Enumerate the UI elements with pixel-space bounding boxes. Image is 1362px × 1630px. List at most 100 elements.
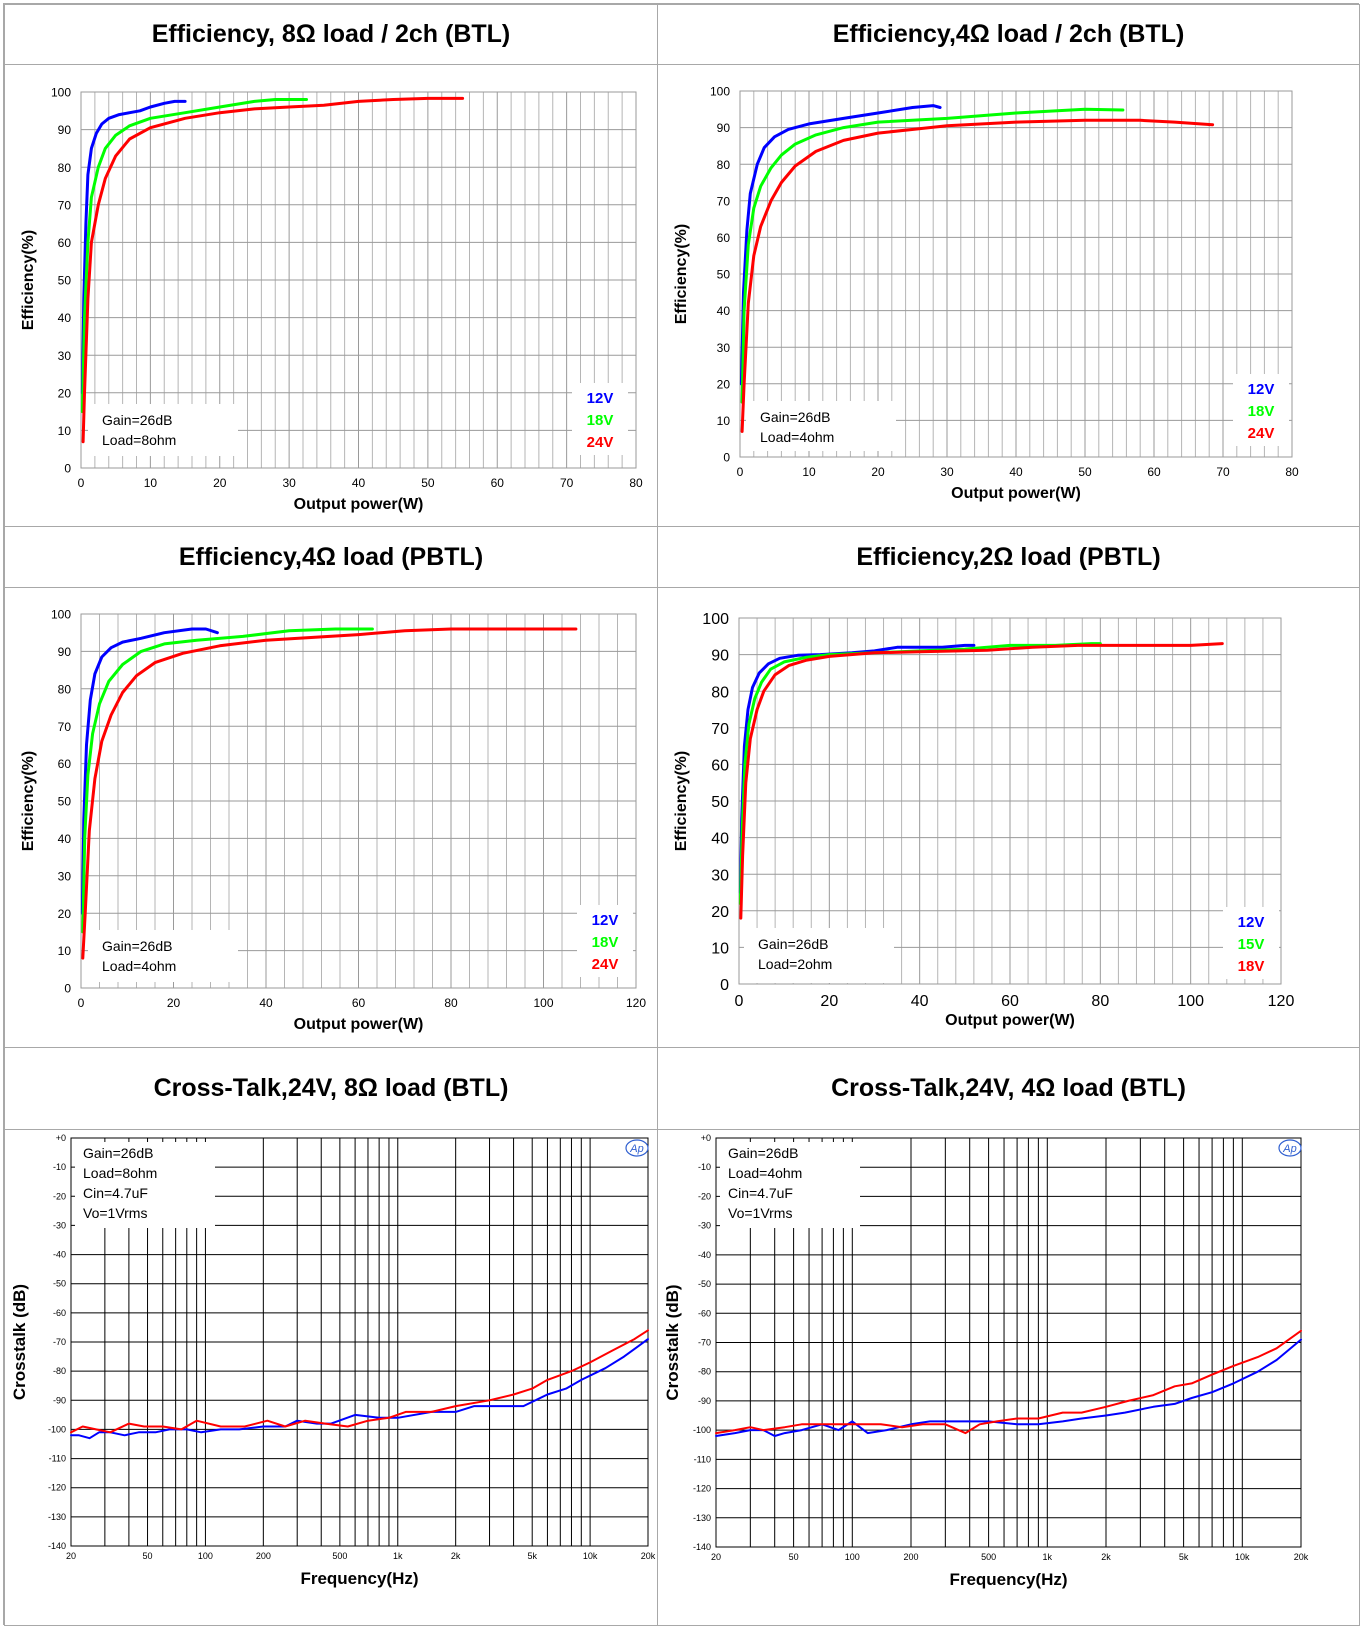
y-tick-label: -100 bbox=[48, 1424, 66, 1434]
y-tick-label: 40 bbox=[717, 304, 731, 318]
x-tick-label: 80 bbox=[444, 996, 458, 1010]
y-tick-label: 50 bbox=[717, 268, 731, 282]
x-tick-label: 200 bbox=[256, 1551, 271, 1561]
legend-box bbox=[572, 383, 628, 455]
y-tick-label: 40 bbox=[711, 831, 729, 848]
legend-item: 18V bbox=[592, 934, 619, 951]
x-tick-label: 0 bbox=[78, 996, 85, 1010]
x-tick-label: 50 bbox=[421, 476, 435, 490]
series-line bbox=[715, 1329, 1302, 1435]
y-tick-label: -110 bbox=[694, 1454, 711, 1464]
x-tick-label: 120 bbox=[1268, 993, 1295, 1010]
y-tick-label: 30 bbox=[711, 867, 729, 884]
x-tick-label: 100 bbox=[198, 1551, 213, 1561]
legend-item: 12V bbox=[1238, 914, 1265, 931]
y-tick-label: -130 bbox=[48, 1512, 66, 1522]
ap-logo-text: Ap bbox=[1282, 1143, 1296, 1155]
annotation-text: Load=8ohm bbox=[83, 1165, 157, 1181]
y-tick-label: 20 bbox=[717, 377, 731, 391]
legend-box bbox=[1223, 907, 1279, 979]
legend-item: 24V bbox=[1248, 425, 1275, 442]
panel-title: Efficiency,4Ω load / 2ch (BTL) bbox=[657, 4, 1360, 65]
series-line bbox=[70, 1338, 649, 1440]
y-tick-label: 100 bbox=[51, 86, 71, 100]
x-tick-label: 10k bbox=[1235, 1552, 1250, 1562]
series-line-24V bbox=[81, 96, 465, 444]
y-tick-label: -10 bbox=[698, 1162, 711, 1172]
series-line-12V bbox=[80, 627, 219, 915]
panel-title: Cross-Talk,24V, 8Ω load (BTL) bbox=[4, 1047, 658, 1130]
y-tick-label: -40 bbox=[53, 1250, 66, 1260]
annotation-box bbox=[746, 401, 896, 451]
y-tick-label: -20 bbox=[698, 1191, 711, 1201]
x-tick-label: 20 bbox=[871, 465, 885, 479]
plot-frame bbox=[739, 90, 1293, 458]
y-tick-label: 100 bbox=[51, 608, 71, 622]
y-tick-label: -90 bbox=[53, 1395, 66, 1405]
y-tick-label: 70 bbox=[717, 194, 731, 208]
y-tick-label: 0 bbox=[64, 982, 71, 996]
annotation-text: Gain=26dB bbox=[102, 412, 172, 428]
series-line-24V bbox=[740, 118, 1215, 433]
legend-box bbox=[1233, 374, 1289, 446]
y-tick-label: 10 bbox=[58, 944, 72, 958]
annotation-text: Gain=26dB bbox=[83, 1145, 153, 1161]
y-tick-label: +0 bbox=[701, 1133, 711, 1143]
x-tick-label: 70 bbox=[560, 476, 574, 490]
y-tick-label: 20 bbox=[58, 907, 72, 921]
efficiency-chart: 0 10 20 30 40 50 60 70 80 0 10 20 30 40 50 60 70 80 90 100 O… bbox=[673, 85, 1299, 502]
legend-item: 24V bbox=[587, 434, 614, 451]
y-tick-label: 90 bbox=[58, 123, 72, 137]
y-axis-label: Crosstalk (dB) bbox=[663, 1284, 682, 1400]
plot-frame bbox=[80, 613, 637, 989]
x-tick-label: 20 bbox=[213, 476, 227, 490]
x-tick-label: 50 bbox=[1078, 465, 1092, 479]
y-tick-label: 30 bbox=[58, 349, 72, 363]
y-tick-label: 90 bbox=[717, 121, 731, 135]
y-tick-label: 70 bbox=[58, 720, 72, 734]
x-tick-label: 10k bbox=[583, 1551, 598, 1561]
x-tick-label: 100 bbox=[845, 1552, 860, 1562]
x-tick-label: 1k bbox=[1043, 1552, 1053, 1562]
x-axis-label: Output power(W) bbox=[294, 496, 424, 513]
y-tick-label: 90 bbox=[711, 648, 729, 665]
x-tick-label: 2k bbox=[451, 1551, 461, 1561]
x-tick-label: 20 bbox=[66, 1551, 76, 1561]
annotation-text: Gain=26dB bbox=[102, 938, 172, 954]
x-tick-label: 1k bbox=[393, 1551, 403, 1561]
annotation-box bbox=[75, 1142, 215, 1228]
x-tick-label: 40 bbox=[352, 476, 366, 490]
y-axis-label: Efficiency(%) bbox=[20, 751, 37, 851]
y-tick-label: 10 bbox=[58, 424, 72, 438]
x-tick-label: 100 bbox=[533, 996, 553, 1010]
x-tick-label: 10 bbox=[144, 476, 158, 490]
series-line-24V bbox=[81, 627, 578, 960]
crosstalk-chart: 20 50 100 200 500 1k 2k 5k 10k 20k +0 -10 -20 -30 -40 -… bbox=[663, 1133, 1309, 1589]
y-tick-label: -80 bbox=[53, 1366, 66, 1376]
y-tick-label: -50 bbox=[698, 1279, 711, 1289]
panel-title: Efficiency,4Ω load (PBTL) bbox=[4, 526, 658, 588]
y-axis-label: Efficiency(%) bbox=[673, 224, 690, 324]
y-tick-label: -140 bbox=[693, 1542, 711, 1552]
x-tick-label: 80 bbox=[1091, 993, 1109, 1010]
y-tick-label: -70 bbox=[698, 1338, 711, 1348]
y-tick-label: 80 bbox=[717, 158, 731, 172]
y-tick-label: -30 bbox=[53, 1220, 66, 1230]
y-tick-label: -10 bbox=[53, 1162, 66, 1172]
y-tick-label: -130 bbox=[693, 1513, 711, 1523]
x-tick-label: 5k bbox=[527, 1551, 537, 1561]
x-tick-label: 40 bbox=[259, 996, 273, 1010]
annotation-text: Load=2ohm bbox=[758, 956, 832, 972]
chart-cell: 0 20 40 60 80 100 120 0 10 20 30 40 50 60 70 80 90 100 Out… bbox=[4, 587, 658, 1048]
y-tick-label: 60 bbox=[58, 236, 72, 250]
legend-item: 18V bbox=[1248, 403, 1275, 420]
plot-frame bbox=[70, 1137, 649, 1547]
y-tick-label: -60 bbox=[698, 1308, 711, 1318]
annotation-box bbox=[88, 404, 238, 456]
x-tick-label: 70 bbox=[1216, 465, 1230, 479]
plot-frame bbox=[80, 91, 637, 469]
annotation-text: Load=8ohm bbox=[102, 432, 176, 448]
y-axis-label: Crosstalk (dB) bbox=[10, 1284, 29, 1400]
y-tick-label: 80 bbox=[58, 682, 72, 696]
x-axis-label: Output power(W) bbox=[945, 1012, 1075, 1029]
